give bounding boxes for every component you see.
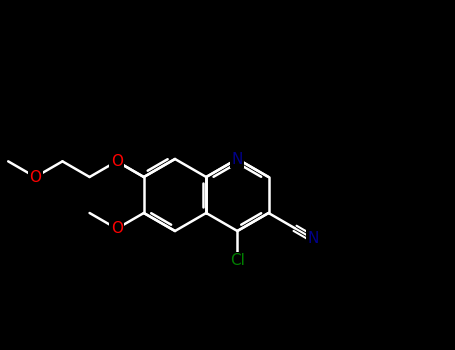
Text: N: N: [308, 231, 319, 246]
Text: O: O: [111, 154, 123, 169]
Text: N: N: [232, 152, 243, 167]
Text: O: O: [111, 221, 123, 236]
Text: O: O: [29, 169, 41, 184]
Text: Cl: Cl: [230, 253, 245, 268]
